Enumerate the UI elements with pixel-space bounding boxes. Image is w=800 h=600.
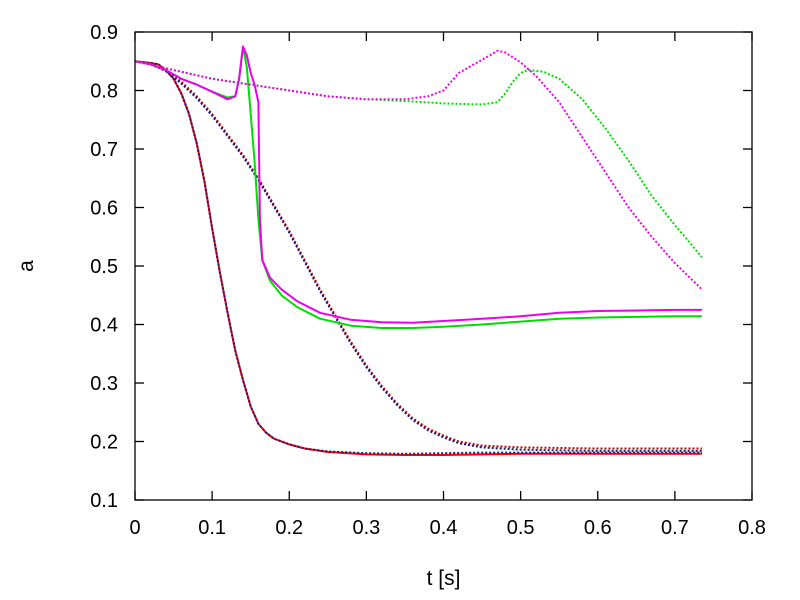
y-tick-label: 0.3 (90, 373, 118, 395)
y-tick-label: 0.2 (90, 432, 118, 454)
x-tick-label: 0.5 (507, 517, 535, 539)
y-axis-label: a (15, 260, 38, 272)
series-line-4 (134, 60, 702, 452)
y-tick-label: 0.8 (90, 81, 118, 103)
y-tick-label: 0.4 (90, 315, 118, 337)
x-tick-label: 0.1 (198, 517, 226, 539)
x-tick-label: 0.2 (275, 517, 303, 539)
y-tick-label: 0.6 (90, 198, 118, 220)
y-tick-label: 0.1 (90, 490, 118, 512)
series-line-1 (134, 60, 702, 456)
series-layer (134, 45, 703, 456)
series-line-2 (134, 60, 702, 455)
series-line-8 (134, 49, 703, 291)
y-tick-label: 0.9 (90, 22, 118, 44)
series-line-7 (134, 60, 703, 258)
series-line-3 (134, 60, 702, 450)
x-tick-label: 0.7 (661, 517, 689, 539)
x-tick-label: 0.4 (430, 517, 458, 539)
y-tick-label: 0.7 (90, 139, 118, 161)
x-tick-label: 0.3 (352, 517, 380, 539)
x-tick-label: 0.6 (584, 517, 612, 539)
x-tick-label: 0 (129, 517, 140, 539)
x-tick-label: 0.8 (738, 517, 766, 539)
ticks-layer: 0 0.1 0.2 0.3 0.4 0.5 0.6 0.7 0.8 0.1 0.2 0.3 0.4 0.5… (90, 22, 766, 539)
x-axis-label: t [s] (427, 567, 461, 590)
series-line-6 (134, 45, 702, 324)
series-line-5 (134, 45, 702, 329)
plot-frame (134, 31, 753, 501)
y-tick-label: 0.5 (90, 256, 118, 278)
